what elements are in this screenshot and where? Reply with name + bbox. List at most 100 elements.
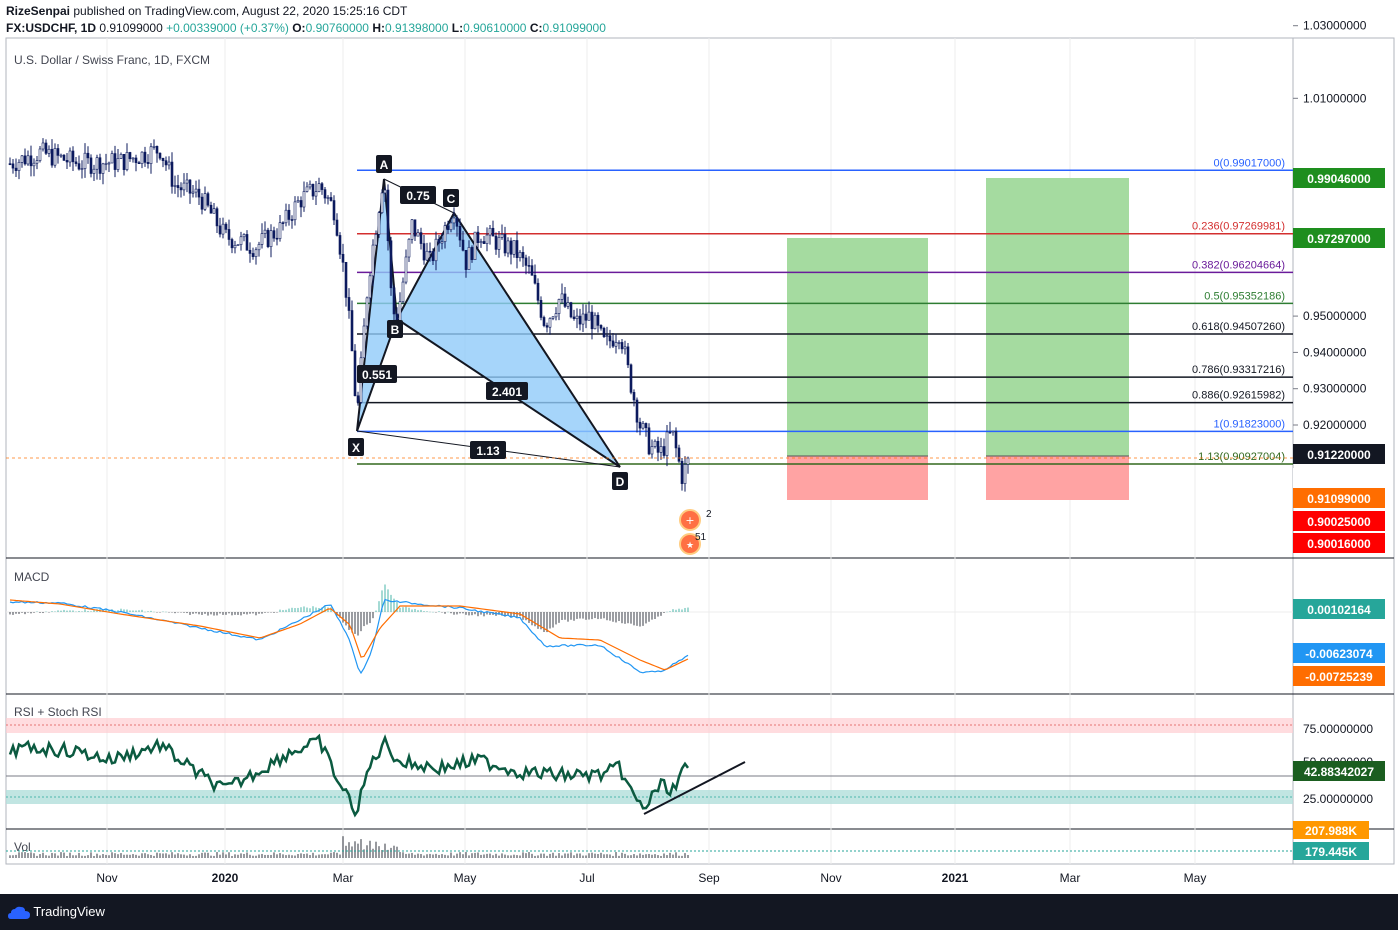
macd-histogram-bar — [504, 612, 506, 617]
candle-body — [287, 209, 291, 220]
volume-bar — [48, 855, 50, 858]
volume-bar — [525, 853, 527, 858]
x-tick-mar: Mar — [333, 871, 354, 885]
x-tick-2020: 2020 — [212, 871, 239, 885]
candle-body — [512, 240, 516, 255]
candle-body — [413, 219, 417, 237]
long-position-1-stop-zone[interactable] — [787, 456, 928, 500]
macd-histogram-bar — [663, 612, 665, 613]
candle-body — [557, 299, 561, 314]
price-tag-bg-2 — [1293, 444, 1385, 464]
candle-body — [575, 315, 579, 319]
macd-histogram-bar — [81, 611, 83, 612]
candle-body — [365, 297, 369, 327]
macd-histogram-bar — [471, 612, 473, 616]
candle-body — [566, 302, 570, 307]
macd-histogram-bar — [231, 612, 233, 616]
pattern-xab-triangle[interactable] — [356, 178, 399, 432]
candle-body — [332, 200, 336, 221]
macd-histogram-bar — [279, 609, 281, 612]
fib-label-7: 1(0.91823000) — [1213, 418, 1285, 430]
candle-body — [530, 265, 534, 276]
volume-bar — [105, 854, 107, 858]
price-candles[interactable] — [8, 138, 690, 492]
publisher-name[interactable]: RizeSenpai — [6, 4, 71, 18]
macd-histogram-bar — [411, 609, 413, 612]
volume-bar — [237, 854, 239, 858]
candle-body — [611, 340, 615, 347]
price-axis-ticks[interactable]: 1.03000000 1.01000000 0.95000000 0.94000000… — [1293, 19, 1367, 432]
volume-bar — [93, 855, 95, 858]
macd-histogram-bar — [210, 612, 212, 615]
macd-histogram-bar — [249, 612, 251, 614]
volume-bar — [510, 855, 512, 858]
candle-body — [380, 192, 384, 213]
candle-body — [431, 251, 435, 262]
candle-body — [437, 238, 441, 244]
fib-retracement[interactable]: 0(0.99017000) 0.236(0.97269981) 0.382(0.96… — [357, 157, 1293, 465]
macd-histogram-bar — [657, 612, 659, 617]
macd-histogram-bar — [72, 610, 74, 612]
volume-bar — [60, 852, 62, 858]
candle-body — [485, 234, 489, 244]
macd-histogram-bar — [309, 608, 311, 612]
event-badge-usd[interactable]: ★ 51 — [679, 532, 707, 555]
macd-histogram-bar — [294, 608, 296, 612]
pattern-point-x: X — [348, 438, 364, 456]
candle-body — [230, 239, 234, 249]
macd-histogram-bar — [666, 611, 668, 613]
macd-histogram — [9, 584, 689, 636]
tradingview-logo[interactable]: TradingView — [8, 904, 105, 920]
volume-bar — [588, 853, 590, 858]
rsi-trendline[interactable] — [643, 761, 746, 815]
chart-canvas[interactable]: 0(0.99017000) 0.236(0.97269981) 0.382(0.96… — [0, 0, 1398, 894]
macd-histogram-bar — [63, 609, 65, 612]
long-position-2-stop-zone[interactable] — [986, 456, 1129, 500]
volume-bar — [294, 855, 296, 858]
macd-histogram-bar — [396, 601, 398, 612]
rsi-pane-title: RSI + Stoch RSI — [14, 705, 102, 719]
macd-histogram-bar — [624, 612, 626, 624]
long-position-2-target-zone[interactable] — [986, 178, 1129, 456]
macd-histogram-bar — [306, 607, 308, 612]
macd-histogram-bar — [558, 612, 560, 623]
candle-body — [245, 234, 249, 251]
candle-body — [176, 185, 180, 188]
volume-bar — [273, 852, 275, 858]
macd-histogram-bar — [258, 612, 260, 614]
long-position-1-target-zone[interactable] — [787, 238, 928, 456]
volume-bar — [615, 852, 617, 858]
candle-body — [23, 155, 27, 165]
macd-histogram-bar — [24, 612, 26, 615]
volume-bar — [456, 853, 458, 858]
publish-info: RizeSenpai published on TradingView.com,… — [6, 4, 407, 18]
volume-bar — [183, 854, 185, 858]
volume-bar — [348, 842, 350, 858]
macd-histogram-bar — [255, 612, 257, 616]
candle-body — [524, 257, 528, 266]
volume-bar — [342, 836, 344, 858]
ratio-label-bc: 0.75 — [400, 186, 436, 204]
macd-histogram-bar — [330, 607, 332, 612]
volume-bar — [390, 847, 392, 858]
candle-body — [323, 189, 327, 199]
candle-body — [155, 146, 159, 154]
macd-histogram-bar — [132, 610, 134, 612]
volume-bar — [672, 854, 674, 858]
macd-histogram-bar — [459, 612, 461, 614]
candle-body — [428, 250, 432, 253]
macd-histogram-bar — [135, 610, 137, 612]
volume-bar — [252, 855, 254, 858]
volume-bar — [192, 855, 194, 858]
volume-bar — [543, 853, 545, 858]
candle-body — [551, 316, 555, 319]
event-badge-chf[interactable]: + 2 — [679, 509, 712, 531]
close-value: 0.91099000 — [542, 21, 606, 35]
volume-bar — [435, 853, 437, 858]
macd-histogram-bar — [369, 612, 371, 624]
volume-bar — [576, 853, 578, 858]
candle-body — [353, 350, 357, 397]
pattern-point-c: C — [443, 189, 459, 207]
time-axis[interactable]: Nov 2020 Mar May Jul Sep Nov 2021 Mar May — [96, 871, 1206, 885]
candle-body — [482, 241, 486, 244]
